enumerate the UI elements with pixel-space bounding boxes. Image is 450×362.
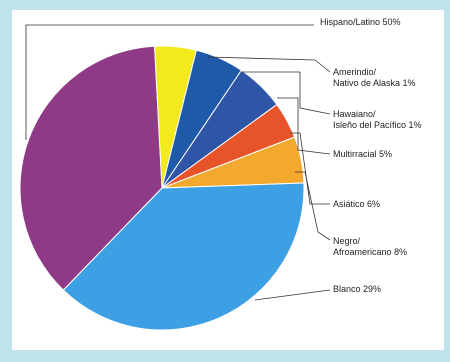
slice-label-1: Hispano/Latino 50% — [320, 17, 401, 27]
leader-line-5 — [290, 132, 330, 205]
slice-label-5: Asiático 6% — [333, 199, 380, 209]
slice-label-6: Negro/Afroamericano 8% — [333, 236, 407, 257]
pie-slice-7 — [62, 182, 305, 331]
slice-label-7: Blanco 29% — [333, 284, 381, 294]
slice-label-4: Multirracial 5% — [333, 149, 392, 159]
slice-label-2: Amerindio/Nativo de Alaska 1% — [333, 67, 416, 88]
leader-line-4 — [277, 97, 331, 155]
leader-line-3 — [242, 71, 331, 115]
leader-line-1 — [25, 24, 314, 140]
leader-line-2 — [207, 56, 331, 73]
pie-slice-1 — [19, 45, 163, 291]
leader-line-6 — [295, 171, 331, 241]
slice-label-3: Hawaiano/Isleño del Pacífico 1% — [333, 109, 422, 130]
leader-line-7 — [254, 289, 331, 301]
